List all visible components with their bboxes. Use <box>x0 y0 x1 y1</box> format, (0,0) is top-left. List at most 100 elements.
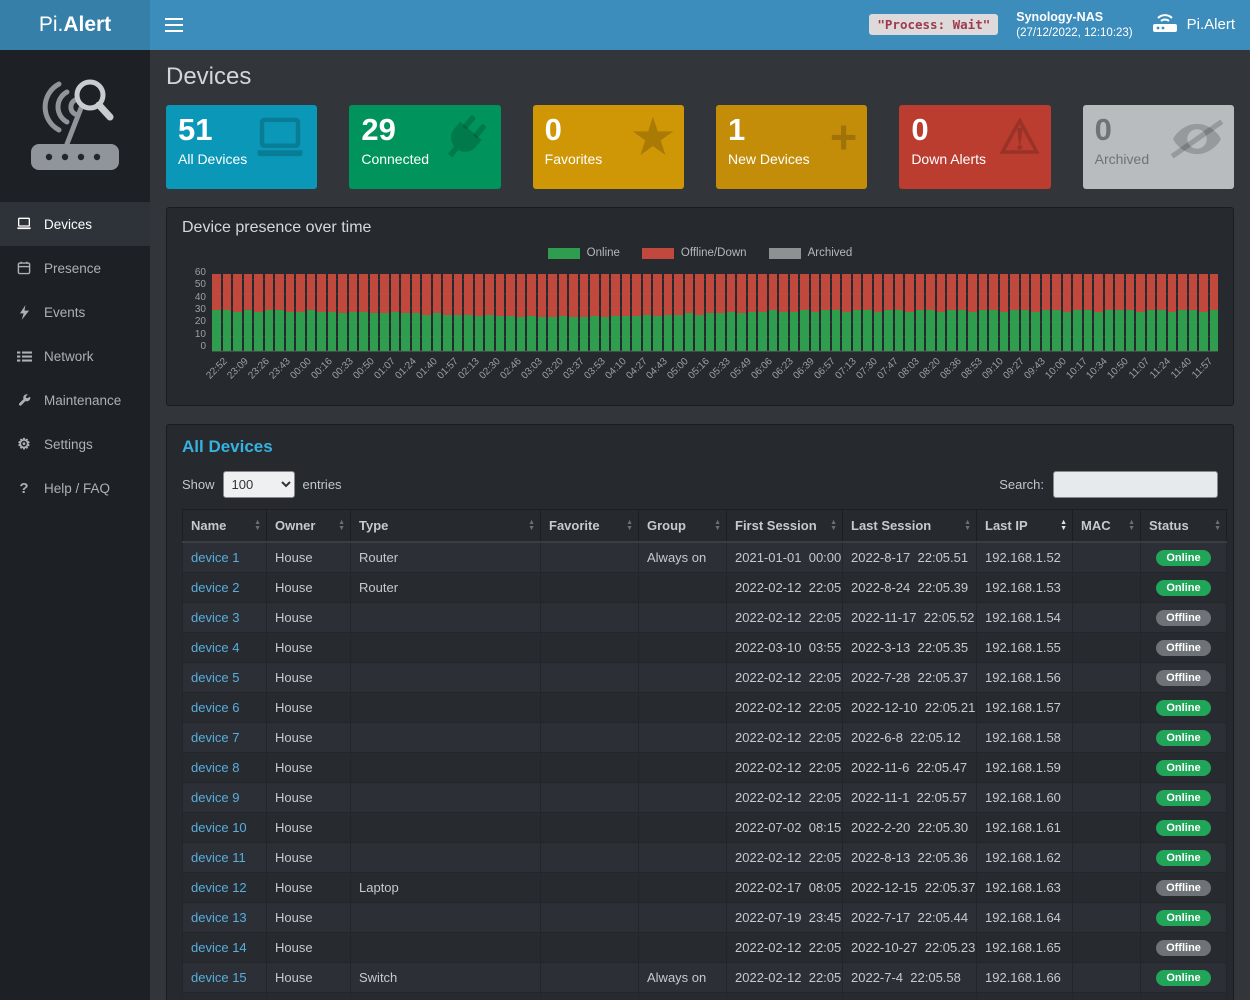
cell-last_session: 2022-8-17 22:05.51 <box>842 541 977 573</box>
cell-owner: House <box>266 872 351 903</box>
presence-bar <box>989 267 998 351</box>
chart-grid: 60 50 40 30 20 10 0 <box>182 267 1218 352</box>
cell-name: device 15 <box>182 962 267 993</box>
presence-bar <box>831 267 840 351</box>
device-link[interactable]: device 2 <box>191 580 240 595</box>
device-link[interactable]: device 5 <box>191 670 240 685</box>
status-badge: Offline <box>1156 610 1211 626</box>
column-header-first_session[interactable]: First Session ▲ ▼ <box>726 509 843 543</box>
presence-bar <box>222 267 231 351</box>
device-link[interactable]: device 13 <box>191 910 247 925</box>
card-connected[interactable]: 29 Connected <box>349 105 501 189</box>
cell-name: device 14 <box>182 932 267 963</box>
status-badge: Online <box>1156 580 1211 596</box>
presence-bar <box>285 267 294 351</box>
presence-chart-panel: Device presence over time Online Offline/… <box>166 207 1234 406</box>
device-link[interactable]: device 3 <box>191 610 240 625</box>
device-link[interactable]: device 4 <box>191 640 240 655</box>
card-all-devices[interactable]: 51 All Devices <box>166 105 318 189</box>
sidebar-item-help-faq[interactable]: ? Help / FAQ <box>0 466 150 510</box>
presence-bar <box>390 267 399 351</box>
column-header-last_session[interactable]: Last Session ▲ ▼ <box>842 509 977 543</box>
search-control: Search: <box>999 471 1218 498</box>
status-badge: Online <box>1156 970 1211 986</box>
presence-bar <box>915 267 924 351</box>
card-archived[interactable]: 0 Archived <box>1082 105 1234 189</box>
cell-name: device 11 <box>182 842 267 873</box>
sidebar-item-label: Network <box>44 348 94 364</box>
sidebar-item-devices[interactable]: Devices <box>0 202 150 246</box>
cell-mac <box>1072 812 1141 843</box>
device-link[interactable]: device 15 <box>191 970 247 985</box>
device-link[interactable]: device 7 <box>191 730 240 745</box>
presence-bar <box>978 267 987 351</box>
presence-bar <box>726 267 735 351</box>
legend-item-archived[interactable]: Archived <box>768 247 852 259</box>
sort-icon: ▲ ▼ <box>1214 518 1221 532</box>
cell-type <box>350 812 541 843</box>
presence-bar <box>842 267 851 351</box>
status-badge: Online <box>1156 760 1211 776</box>
presence-bar <box>380 267 389 351</box>
chart-legend: Online Offline/Down Archived <box>182 247 1218 259</box>
sidebar-item-network[interactable]: Network <box>0 334 150 378</box>
legend-item-offline-down[interactable]: Offline/Down <box>641 247 747 259</box>
column-header-owner[interactable]: Owner ▲ ▼ <box>266 509 351 543</box>
presence-bar <box>1209 267 1218 351</box>
column-header-name[interactable]: Name ▲ ▼ <box>182 509 267 543</box>
search-input[interactable] <box>1053 471 1218 498</box>
presence-bar <box>653 267 662 351</box>
brand-logo[interactable]: Pi. Alert <box>0 0 150 50</box>
sidebar-item-events[interactable]: Events <box>0 290 150 334</box>
cell-last_session: 2022-12-15 22:05.37 <box>842 872 977 903</box>
nav-app-link[interactable]: Pi.Alert <box>1151 12 1235 38</box>
cell-last_session: 2022-11-6 22:05.47 <box>842 752 977 783</box>
entries-select[interactable]: 100 <box>222 471 295 498</box>
presence-bar <box>611 267 620 351</box>
presence-bar <box>716 267 725 351</box>
presence-bar <box>936 267 945 351</box>
column-header-favorite[interactable]: Favorite ▲ ▼ <box>540 509 639 543</box>
column-header-type[interactable]: Type ▲ ▼ <box>350 509 541 543</box>
column-header-last_ip[interactable]: Last IP ▲ ▼ <box>976 509 1073 543</box>
sidebar-item-settings[interactable]: ⚙ Settings <box>0 422 150 466</box>
cell-first_session: 2022-03-10 03:55 <box>726 632 843 663</box>
legend-label: Offline/Down <box>680 247 747 259</box>
presence-bar <box>254 267 263 351</box>
cell-type: Laptop <box>350 872 541 903</box>
device-link[interactable]: device 14 <box>191 940 247 955</box>
device-link[interactable]: device 10 <box>191 820 247 835</box>
device-link[interactable]: device 9 <box>191 790 240 805</box>
column-header-mac[interactable]: MAC ▲ ▼ <box>1072 509 1141 543</box>
device-link[interactable]: device 12 <box>191 880 247 895</box>
card-favorites[interactable]: 0 Favorites ★ <box>532 105 684 189</box>
device-link[interactable]: device 11 <box>191 850 246 865</box>
column-header-group[interactable]: Group ▲ ▼ <box>638 509 727 543</box>
cell-first_session: 2022-02-12 22:05 <box>726 602 843 633</box>
sidebar-item-maintenance[interactable]: Maintenance <box>0 378 150 422</box>
cell-name: device 9 <box>182 782 267 813</box>
presence-bar <box>432 267 441 351</box>
hamburger-menu-icon[interactable] <box>165 0 199 50</box>
gear-icon: ⚙ <box>17 436 31 453</box>
device-link[interactable]: device 1 <box>191 550 240 565</box>
header-row: Name ▲ ▼ Owner ▲ ▼ Type ▲ ▼ Favorite ▲ ▼ Group ▲ ▼ Firs… <box>182 509 1227 543</box>
cell-group <box>638 932 727 963</box>
legend-item-online[interactable]: Online <box>547 247 620 259</box>
column-label: Status <box>1149 518 1189 533</box>
cell-mac <box>1072 902 1141 933</box>
card-new-devices[interactable]: 1 New Devices + <box>715 105 868 189</box>
column-header-status[interactable]: Status ▲ ▼ <box>1140 509 1227 543</box>
device-link[interactable]: device 8 <box>191 760 240 775</box>
sidebar-item-label: Devices <box>44 216 93 232</box>
devices-table-head: Name ▲ ▼ Owner ▲ ▼ Type ▲ ▼ Favorite ▲ ▼ Group ▲ ▼ Firs… <box>182 509 1227 543</box>
sort-icon: ▲ ▼ <box>338 518 345 532</box>
sidebar-item-presence[interactable]: Presence <box>0 246 150 290</box>
cell-last_session: 2022-8-13 22:05.36 <box>842 842 977 873</box>
presence-bar <box>296 267 305 351</box>
device-link[interactable]: device 6 <box>191 700 240 715</box>
column-label: MAC <box>1081 518 1111 533</box>
status-badge: Online <box>1156 730 1211 746</box>
cell-favorite <box>540 932 639 963</box>
card-down-alerts[interactable]: 0 Down Alerts ⚠ <box>899 105 1051 189</box>
